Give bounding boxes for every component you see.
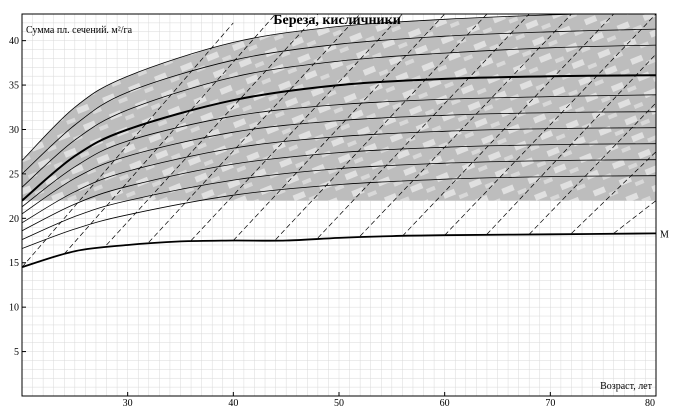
dashed-line [402,14,614,237]
dashed-line [64,14,276,255]
dashed-lines [22,14,656,268]
band-area [22,14,656,201]
family-curve [22,28,656,175]
family-curve [22,44,656,188]
shaded-band [22,14,656,201]
x-tick-label: 80 [645,398,655,409]
x-axis-label: Возраст, лет [600,381,653,392]
dashed-line [233,14,445,241]
x-tick-label: 50 [334,398,344,409]
dashed-line [22,22,234,268]
m-curve-group: М [21,229,669,269]
chart-title: Береза, кисличники [273,13,401,28]
family-curve [22,94,656,208]
dashed-line [359,14,572,237]
family-curve [22,143,656,232]
family-curve [22,159,656,240]
dashed-line [148,14,361,243]
dashed-line [444,14,656,236]
dashed-line [528,102,656,235]
family-curve [22,14,597,161]
m-curve-label: М [660,229,669,240]
y-axis-label: Сумма пл. сечений. м²/га [26,25,133,36]
x-tick-label: 70 [545,398,555,409]
dashed-line [275,14,488,240]
y-tick-label: 40 [9,36,19,47]
y-tick-label: 15 [9,258,19,269]
family-curve [22,111,656,215]
x-tick-label: 60 [440,398,450,409]
y-tick-label: 20 [9,214,19,225]
dashed-line [571,151,656,234]
dashed-line [190,14,403,241]
emphasized-curve [22,74,656,202]
dashed-line [613,200,656,234]
m-curve [21,232,657,269]
curve-family [22,14,656,249]
y-tick-label: 25 [9,169,19,180]
axis-ticks: 30 40 50 60 70 80 5 10 15 20 25 30 35 40 [9,36,657,409]
x-tick-label: 40 [228,398,238,409]
y-tick-label: 10 [9,303,19,314]
family-curve [22,127,656,224]
plot-border [21,13,657,397]
family-curve [22,175,656,249]
dashed-line [106,14,319,246]
y-tick-label: 30 [9,125,19,136]
y-tick-label: 5 [14,347,19,358]
dashed-line [317,14,530,239]
y-tick-label: 35 [9,81,19,92]
x-tick-label: 30 [123,398,133,409]
